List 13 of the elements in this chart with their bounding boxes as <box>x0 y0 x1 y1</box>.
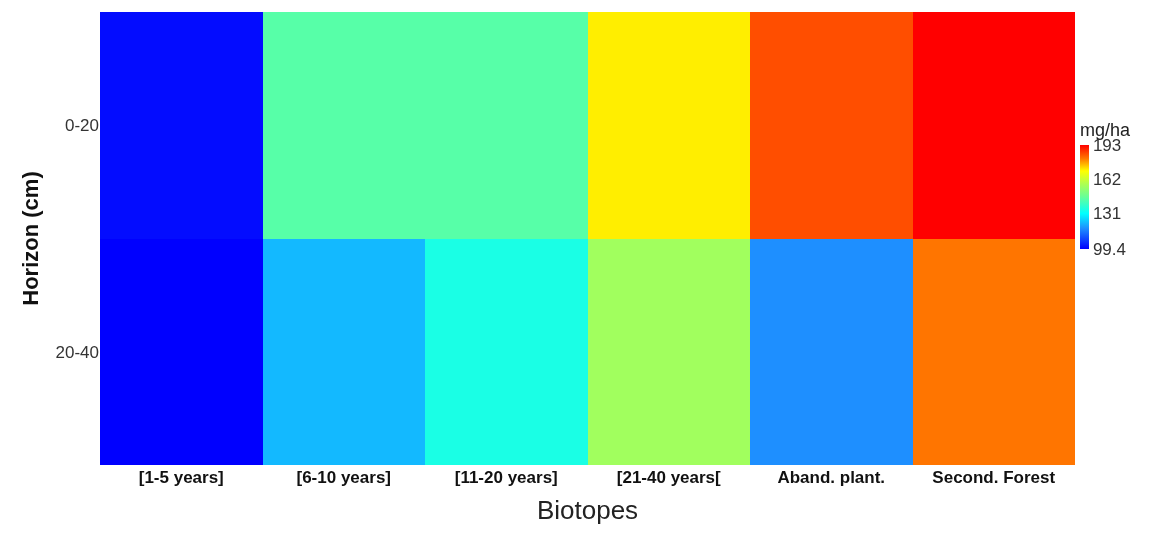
x-tick-label: [6-10 years] <box>296 468 392 487</box>
x-tick-label: [1-5 years] <box>138 468 224 487</box>
x-tick-label: [21-40 years[ <box>616 468 722 487</box>
color-bar-label: 99.4 <box>1092 239 1126 259</box>
y-tick-label: 0-20 <box>64 116 99 136</box>
x-tick-label: Aband. plant. <box>777 468 886 487</box>
y-tick-label: 20-40 <box>55 342 99 362</box>
x-tick-label: Second. Forest <box>932 468 1056 487</box>
x-axis-title: Biotopes <box>536 494 639 525</box>
color-bar-label: 162 <box>1092 170 1122 190</box>
color-bar-label: 131 <box>1092 204 1122 224</box>
y-axis-title: Horizon (cm) <box>18 171 44 306</box>
x-tick-label: [11-20 years] <box>454 468 558 487</box>
